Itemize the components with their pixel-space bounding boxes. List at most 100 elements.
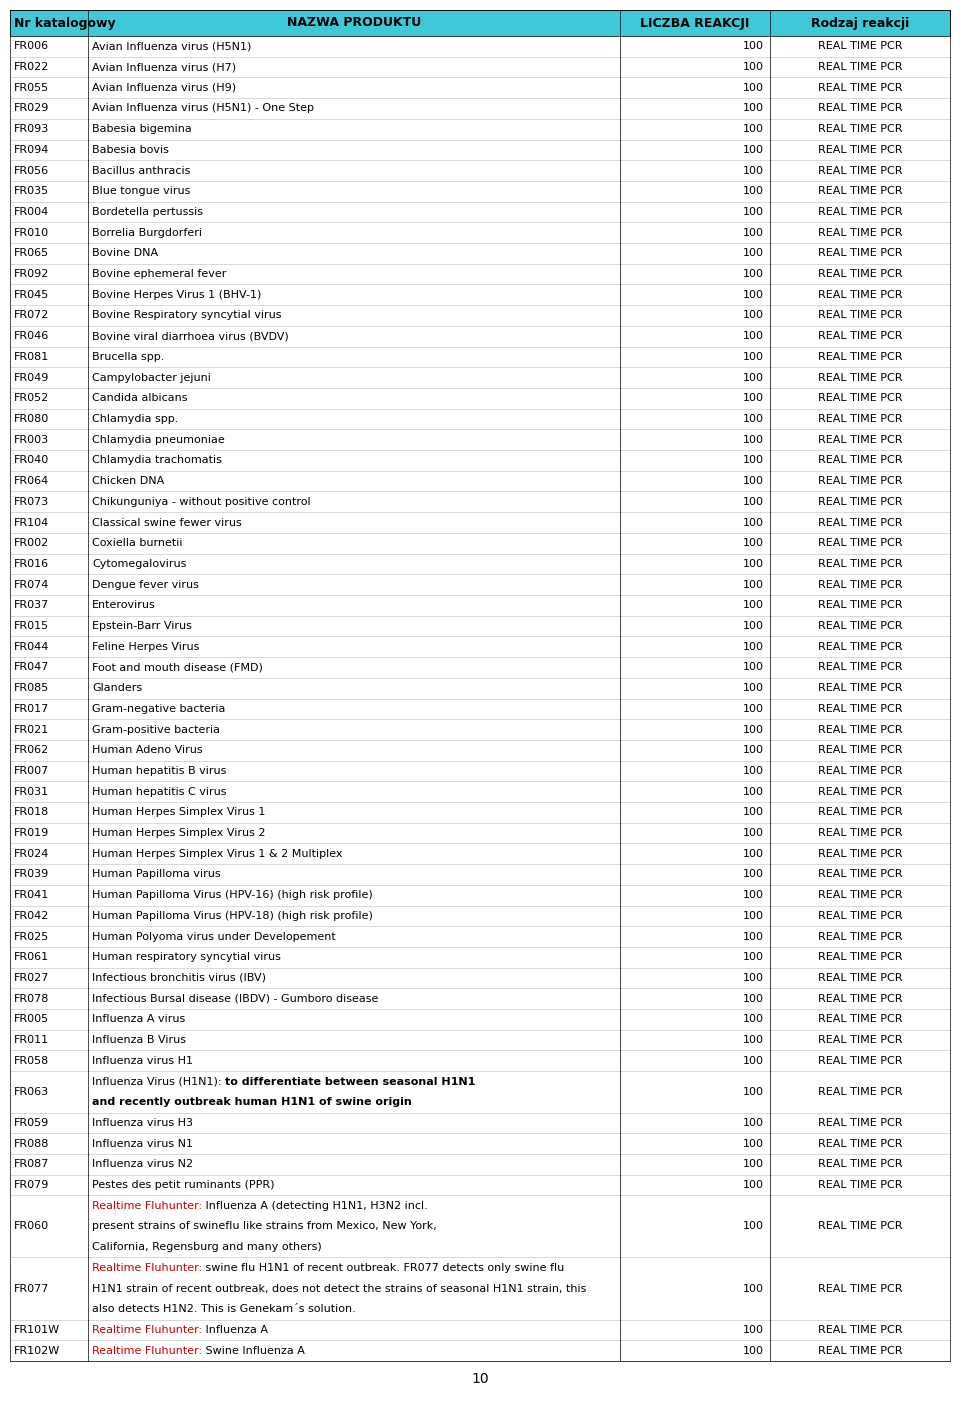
Text: 100: 100 xyxy=(743,62,764,72)
Bar xyxy=(10,77,950,98)
Text: Human Herpes Simplex Virus 1 & 2 Multiplex: Human Herpes Simplex Virus 1 & 2 Multipl… xyxy=(92,849,343,859)
Text: Cytomegalovirus: Cytomegalovirus xyxy=(92,560,186,569)
Text: REAL TIME PCR: REAL TIME PCR xyxy=(818,911,902,921)
Text: 100: 100 xyxy=(743,373,764,382)
Text: Bovine ephemeral fever: Bovine ephemeral fever xyxy=(92,269,227,278)
Text: 100: 100 xyxy=(743,1014,764,1025)
Text: REAL TIME PCR: REAL TIME PCR xyxy=(818,662,902,672)
Text: REAL TIME PCR: REAL TIME PCR xyxy=(818,600,902,610)
Text: FR052: FR052 xyxy=(14,394,49,404)
Text: FR005: FR005 xyxy=(14,1014,49,1025)
Text: Candida albicans: Candida albicans xyxy=(92,394,187,404)
Bar xyxy=(10,222,950,243)
Text: 100: 100 xyxy=(743,413,764,425)
Text: Avian Influenza virus (H5N1) - One Step: Avian Influenza virus (H5N1) - One Step xyxy=(92,104,314,114)
Text: 100: 100 xyxy=(743,641,764,652)
Text: FR024: FR024 xyxy=(14,849,49,859)
Text: 100: 100 xyxy=(743,290,764,299)
Text: Human Papilloma virus: Human Papilloma virus xyxy=(92,869,221,880)
Text: REAL TIME PCR: REAL TIME PCR xyxy=(818,1160,902,1170)
Text: REAL TIME PCR: REAL TIME PCR xyxy=(818,456,902,465)
Bar xyxy=(10,492,950,512)
Text: Human Herpes Simplex Virus 1: Human Herpes Simplex Virus 1 xyxy=(92,807,265,817)
Text: REAL TIME PCR: REAL TIME PCR xyxy=(818,104,902,114)
Bar xyxy=(10,801,950,823)
Text: FR065: FR065 xyxy=(14,249,49,259)
Text: 100: 100 xyxy=(743,394,764,404)
Text: FR016: FR016 xyxy=(14,560,49,569)
Bar xyxy=(10,533,950,554)
Text: Rodzaj reakcji: Rodzaj reakcji xyxy=(811,17,909,30)
Text: Brucella spp.: Brucella spp. xyxy=(92,352,164,361)
Text: 100: 100 xyxy=(743,1324,764,1334)
Text: 100: 100 xyxy=(743,766,764,776)
Text: FR064: FR064 xyxy=(14,477,49,486)
Text: Babesia bovis: Babesia bovis xyxy=(92,145,169,155)
Text: Chicken DNA: Chicken DNA xyxy=(92,477,164,486)
Text: to differentiate between seasonal H1N1: to differentiate between seasonal H1N1 xyxy=(225,1077,475,1087)
Text: Epstein-Barr Virus: Epstein-Barr Virus xyxy=(92,621,192,631)
Text: Human Herpes Simplex Virus 2: Human Herpes Simplex Virus 2 xyxy=(92,828,266,838)
Text: Influenza virus H3: Influenza virus H3 xyxy=(92,1118,193,1128)
Text: 100: 100 xyxy=(743,207,764,217)
Text: FR059: FR059 xyxy=(14,1118,49,1128)
Bar xyxy=(10,1320,950,1340)
Text: Influenza A (detecting H1N1, H3N2 incl.: Influenza A (detecting H1N1, H3N2 incl. xyxy=(203,1201,428,1211)
Text: REAL TIME PCR: REAL TIME PCR xyxy=(818,807,902,817)
Text: FR063: FR063 xyxy=(14,1087,49,1097)
Text: 100: 100 xyxy=(743,83,764,93)
Text: FR060: FR060 xyxy=(14,1222,49,1232)
Bar xyxy=(10,429,950,450)
Text: 100: 100 xyxy=(743,621,764,631)
Text: 100: 100 xyxy=(743,332,764,342)
Bar xyxy=(10,37,950,56)
Text: REAL TIME PCR: REAL TIME PCR xyxy=(818,1180,902,1189)
Text: Enterovirus: Enterovirus xyxy=(92,600,156,610)
Text: FR078: FR078 xyxy=(14,994,49,1004)
Text: Bovine viral diarrhoea virus (BVDV): Bovine viral diarrhoea virus (BVDV) xyxy=(92,332,289,342)
Text: Human hepatitis B virus: Human hepatitis B virus xyxy=(92,766,227,776)
Text: FR087: FR087 xyxy=(14,1160,49,1170)
Text: 100: 100 xyxy=(743,456,764,465)
Text: 100: 100 xyxy=(743,932,764,942)
Bar xyxy=(10,678,950,699)
Text: 100: 100 xyxy=(743,952,764,962)
Text: REAL TIME PCR: REAL TIME PCR xyxy=(818,496,902,506)
Text: Influenza A: Influenza A xyxy=(203,1324,268,1334)
Bar xyxy=(10,201,950,222)
Text: 100: 100 xyxy=(743,186,764,197)
Bar xyxy=(10,699,950,720)
Text: REAL TIME PCR: REAL TIME PCR xyxy=(818,434,902,444)
Text: FR056: FR056 xyxy=(14,166,49,176)
Bar xyxy=(10,409,950,429)
Bar xyxy=(10,512,950,533)
Text: REAL TIME PCR: REAL TIME PCR xyxy=(818,1139,902,1149)
Text: FR006: FR006 xyxy=(14,41,49,52)
Text: FR094: FR094 xyxy=(14,145,49,155)
Text: 100: 100 xyxy=(743,1222,764,1232)
Text: swine flu H1N1 of recent outbreak. FR077 detects only swine flu: swine flu H1N1 of recent outbreak. FR077… xyxy=(203,1263,564,1272)
Bar xyxy=(10,1050,950,1071)
Text: 100: 100 xyxy=(743,828,764,838)
Text: 100: 100 xyxy=(743,104,764,114)
Text: Chikunguniya - without positive control: Chikunguniya - without positive control xyxy=(92,496,311,506)
Text: Influenza Virus (H1N1):: Influenza Virus (H1N1): xyxy=(92,1077,225,1087)
Text: FR029: FR029 xyxy=(14,104,49,114)
Bar xyxy=(10,761,950,782)
Text: REAL TIME PCR: REAL TIME PCR xyxy=(818,290,902,299)
Bar xyxy=(10,720,950,740)
Text: Human Papilloma Virus (HPV-18) (high risk profile): Human Papilloma Virus (HPV-18) (high ris… xyxy=(92,911,372,921)
Text: REAL TIME PCR: REAL TIME PCR xyxy=(818,249,902,259)
Text: REAL TIME PCR: REAL TIME PCR xyxy=(818,1118,902,1128)
Bar xyxy=(10,616,950,637)
Text: REAL TIME PCR: REAL TIME PCR xyxy=(818,352,902,361)
Text: FR003: FR003 xyxy=(14,434,49,444)
Text: Realtime Fluhunter:: Realtime Fluhunter: xyxy=(92,1201,203,1211)
Text: 100: 100 xyxy=(743,973,764,983)
Bar xyxy=(10,1112,950,1133)
Text: 100: 100 xyxy=(743,890,764,900)
Text: Human respiratory syncytial virus: Human respiratory syncytial virus xyxy=(92,952,281,962)
Text: REAL TIME PCR: REAL TIME PCR xyxy=(818,890,902,900)
Text: REAL TIME PCR: REAL TIME PCR xyxy=(818,394,902,404)
Text: REAL TIME PCR: REAL TIME PCR xyxy=(818,166,902,176)
